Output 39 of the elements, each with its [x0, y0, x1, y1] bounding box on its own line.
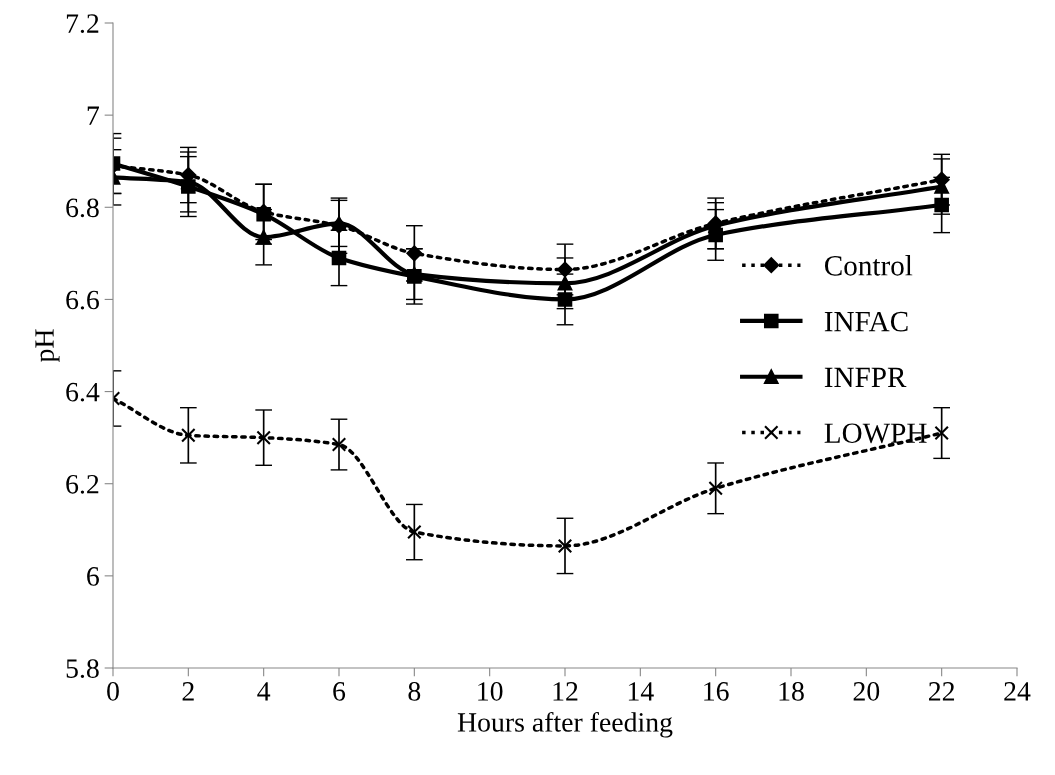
y-tick-label: 6.4: [66, 382, 100, 402]
y-tick-label: 6.2: [66, 474, 99, 494]
x-tick-label: 18: [779, 682, 804, 701]
y-tick-label: 6: [87, 567, 99, 586]
x-tick-label: 6: [333, 682, 346, 701]
y-tick-label: 7: [87, 106, 100, 125]
y-tick-label: 7.2: [66, 14, 99, 34]
y-axis-title: pH: [35, 329, 60, 363]
x-tick-label: 20: [853, 682, 880, 701]
point: [557, 276, 573, 291]
point: [708, 481, 723, 496]
legend-label: INFAC: [824, 311, 908, 332]
x-tick-label: 0: [107, 682, 119, 701]
legend-label: INFPR: [824, 367, 907, 387]
x-axis-title: Hours after feeding: [457, 711, 673, 738]
point: [181, 428, 196, 443]
x-tick-label: 12: [553, 682, 578, 701]
point: [256, 430, 271, 445]
x-tick-label: 4: [257, 682, 271, 701]
legend-label: Control: [824, 255, 913, 276]
y-tick-label: 6.6: [66, 290, 99, 310]
x-tick-label: 10: [478, 682, 503, 701]
point: [934, 425, 949, 441]
point: [256, 229, 271, 245]
legend-label: LOWPH: [824, 423, 927, 444]
point: [557, 538, 573, 554]
x-tick-label: 8: [408, 682, 421, 701]
y-tick-label: 6.8: [66, 198, 99, 218]
x-tick-label: 2: [182, 682, 194, 701]
x-tick-label: 14: [628, 682, 654, 701]
point: [406, 245, 423, 262]
point: [331, 250, 347, 266]
point: [934, 197, 949, 213]
x-tick-label: 22: [929, 682, 955, 701]
y-tick-label: 5.8: [66, 659, 99, 679]
point: [331, 437, 347, 452]
x-tick-label: 24: [1004, 682, 1031, 701]
x-tick-label: 16: [704, 682, 729, 701]
point: [407, 524, 422, 540]
